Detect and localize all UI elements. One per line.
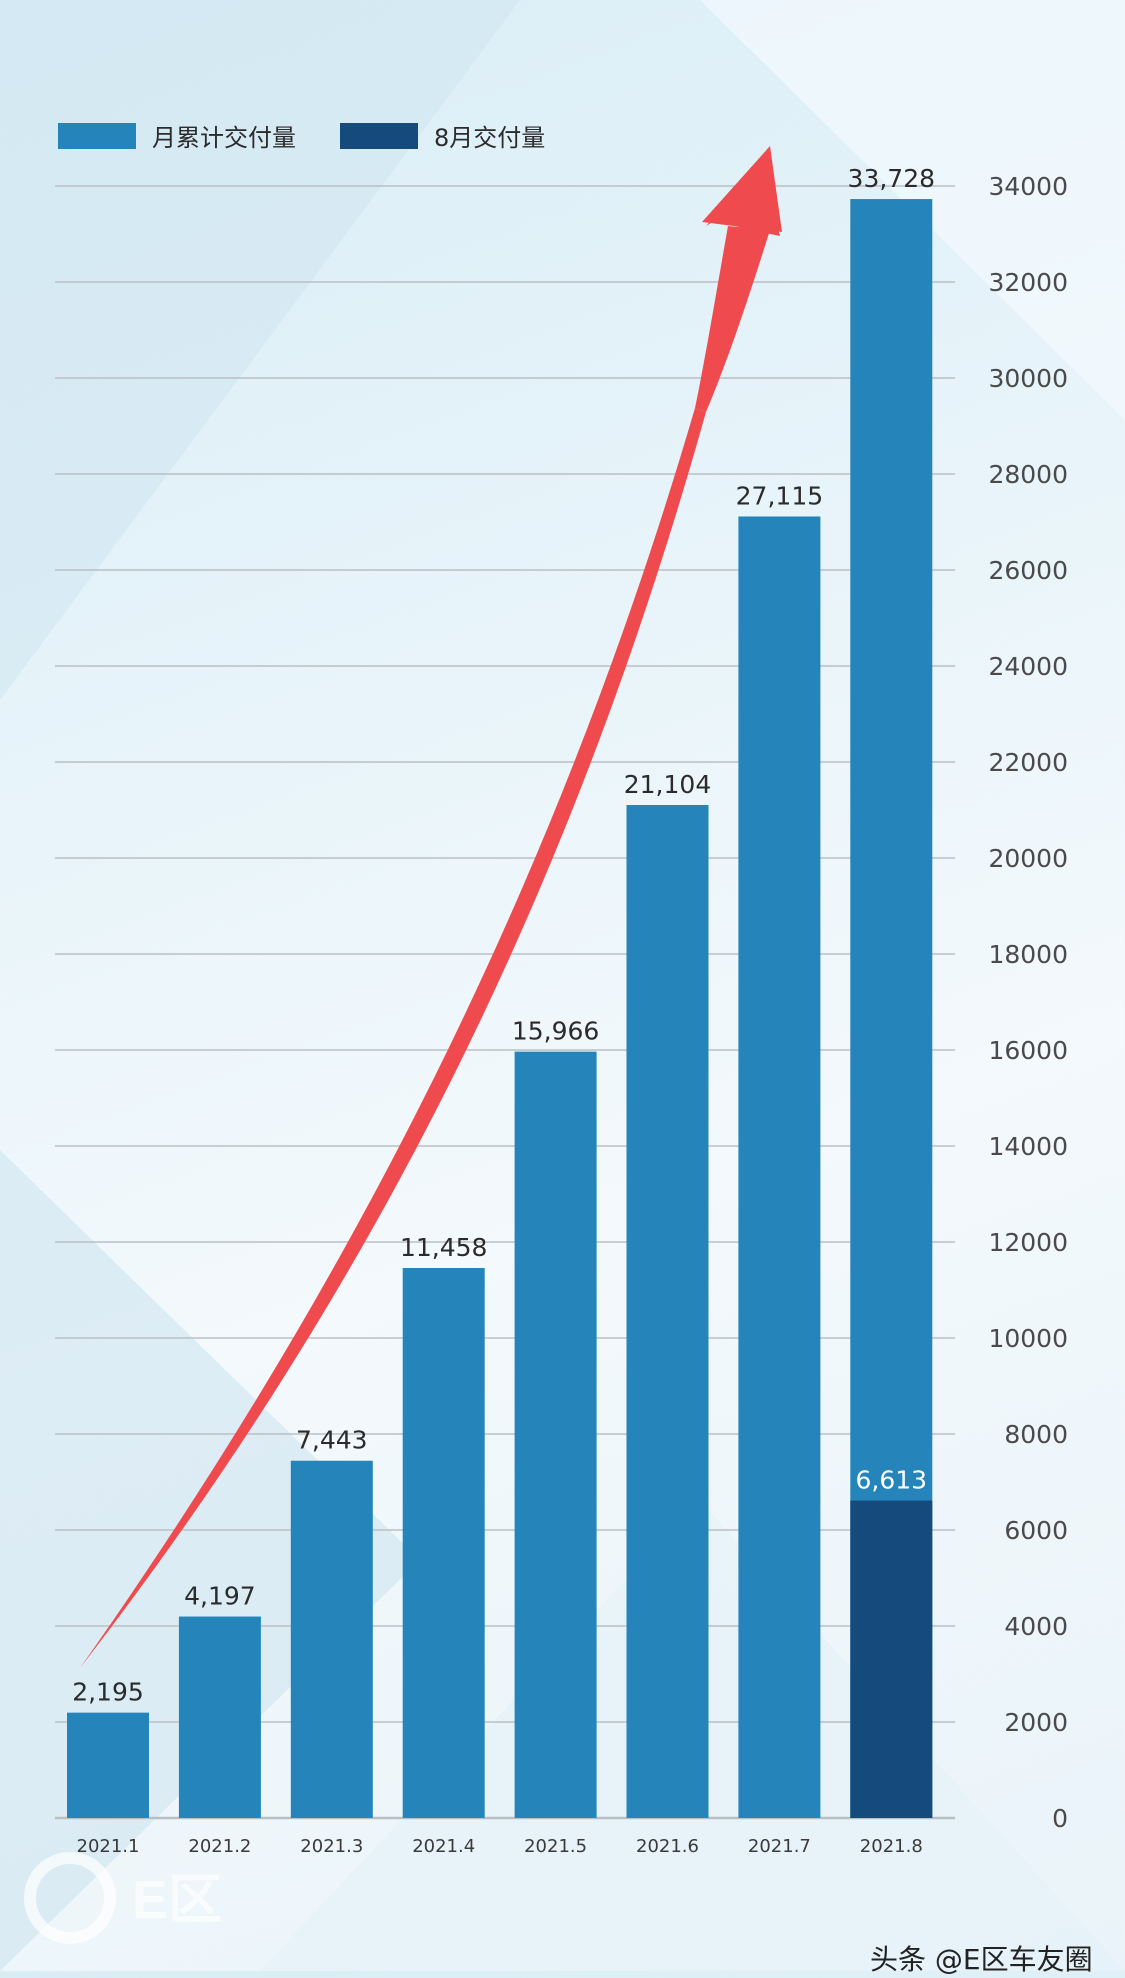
source-credit: 头条 @E区车友圈 — [870, 1943, 1093, 1976]
y-tick-label: 30000 — [988, 364, 1068, 393]
bar-cumulative — [626, 805, 709, 1818]
y-tick-label: 6000 — [1004, 1516, 1068, 1545]
bar-value-label: 7,443 — [296, 1426, 368, 1455]
x-tick-label: 2021.1 — [77, 1836, 140, 1857]
bar-value-label: 33,728 — [848, 164, 935, 193]
bar-cumulative — [290, 1460, 373, 1818]
legend-swatch-monthly — [340, 122, 418, 149]
y-tick-label: 24000 — [988, 652, 1068, 681]
bar-value-label: 21,104 — [624, 770, 711, 799]
bar-cumulative — [402, 1268, 485, 1818]
chart-legend: 月累计交付量 8月交付量 — [58, 118, 589, 153]
legend-label-cumulative: 月累计交付量 — [152, 124, 296, 152]
x-tick-label: 2021.2 — [188, 1836, 251, 1857]
y-tick-label: 18000 — [988, 940, 1068, 969]
logo-ring-icon — [24, 1852, 116, 1944]
watermark-logo: E区 — [24, 1852, 222, 1944]
bar-cumulative — [514, 1051, 597, 1818]
legend-label-monthly: 8月交付量 — [434, 124, 546, 152]
x-tick-label: 2021.5 — [524, 1836, 587, 1857]
x-tick-label: 2021.7 — [748, 1836, 811, 1857]
x-tick-label: 2021.6 — [636, 1836, 699, 1857]
axes: 0 2000 4000 6000 8000 10000 12000 14000 16000 180… — [77, 172, 1068, 1857]
bar-value-label: 2,195 — [72, 1678, 144, 1707]
y-tick-label: 16000 — [988, 1036, 1068, 1065]
y-tick-label: 32000 — [988, 268, 1068, 297]
y-tick-label: 8000 — [1004, 1420, 1068, 1449]
trend-arrow-shaft — [80, 408, 706, 1668]
y-tick-label: 22000 — [988, 748, 1068, 777]
trend-arrow-upper — [695, 226, 770, 412]
bar-value-label: 27,115 — [736, 481, 823, 510]
legend-item-monthly: 8月交付量 — [340, 118, 545, 153]
x-tick-label: 2021.3 — [300, 1836, 363, 1857]
y-tick-label: 0 — [1052, 1804, 1068, 1833]
bar-value-label: 15,966 — [512, 1017, 599, 1046]
y-tick-label: 26000 — [988, 556, 1068, 585]
bar-monthly-value-label: 6,613 — [856, 1466, 928, 1495]
bars — [67, 199, 933, 1818]
y-tick-label: 28000 — [988, 460, 1068, 489]
y-tick-label: 2000 — [1004, 1708, 1068, 1737]
bar-value-label: 4,197 — [184, 1582, 256, 1611]
y-tick-label: 34000 — [988, 172, 1068, 201]
trend-arrow — [80, 146, 782, 1668]
logo-text: E区 — [132, 1870, 222, 1930]
y-tick-label: 4000 — [1004, 1612, 1068, 1641]
y-tick-label: 20000 — [988, 844, 1068, 873]
x-tick-label: 2021.8 — [860, 1836, 923, 1857]
bar-monthly — [850, 1500, 933, 1818]
bar-cumulative — [178, 1616, 261, 1818]
bar-value-label: 11,458 — [400, 1233, 487, 1262]
y-tick-label: 14000 — [988, 1132, 1068, 1161]
legend-item-cumulative: 月累计交付量 — [58, 118, 296, 153]
bar-cumulative — [67, 1712, 149, 1818]
y-tick-label: 12000 — [988, 1228, 1068, 1257]
bar-cumulative — [738, 516, 821, 1818]
value-labels: 2,195 4,197 7,443 11,458 15,966 21,104 27,115 3… — [72, 164, 935, 1707]
trend-arrow-head — [702, 146, 782, 232]
x-tick-label: 2021.4 — [412, 1836, 475, 1857]
legend-swatch-cumulative — [58, 122, 136, 149]
y-tick-label: 10000 — [988, 1324, 1068, 1353]
